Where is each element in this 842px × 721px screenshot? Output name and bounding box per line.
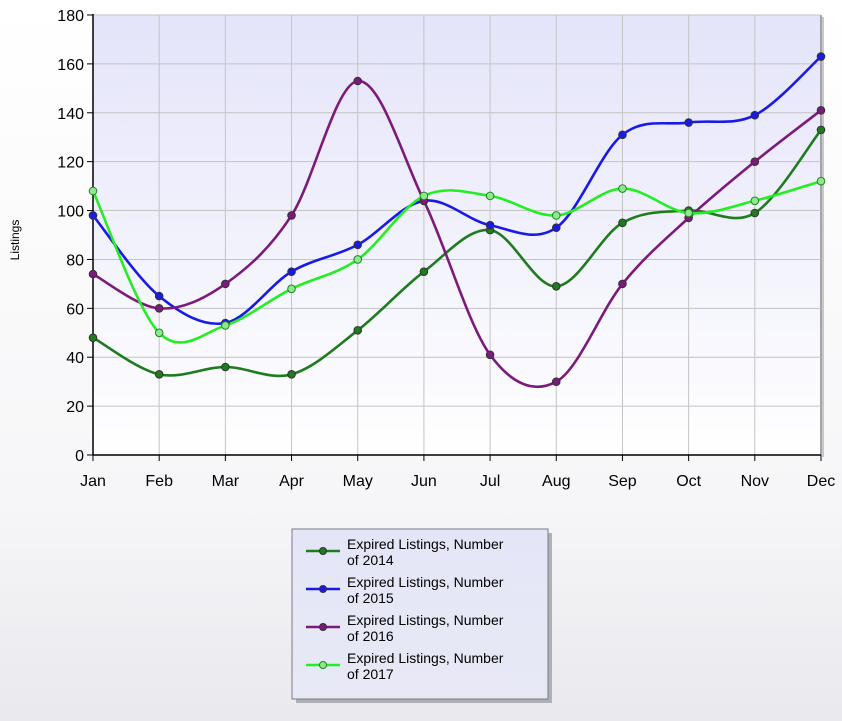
series-0-point bbox=[816, 125, 826, 135]
series-2-point bbox=[221, 279, 230, 289]
legend-label-3-line2: of 2017 bbox=[347, 666, 394, 682]
series-3-point bbox=[154, 328, 164, 338]
x-tick-label: Sep bbox=[608, 473, 637, 490]
legend-swatch-marker-1 bbox=[319, 585, 327, 593]
x-tick-label: Aug bbox=[542, 473, 570, 490]
series-line-1 bbox=[91, 55, 822, 326]
series-0-point bbox=[221, 362, 230, 372]
y-tick-label: 80 bbox=[66, 252, 84, 269]
y-tick-label: 60 bbox=[66, 301, 84, 318]
series-0-point bbox=[88, 333, 98, 342]
series-2-point bbox=[816, 106, 826, 115]
series-2-point bbox=[353, 76, 363, 86]
y-tick-label: 20 bbox=[66, 399, 84, 416]
x-tick-label: Jan bbox=[80, 473, 106, 490]
legend-box bbox=[291, 528, 549, 700]
x-tick-label: Mar bbox=[212, 473, 240, 490]
series-0-point bbox=[618, 218, 627, 228]
x-tick-label: Dec bbox=[807, 473, 835, 490]
series-0-point bbox=[353, 326, 363, 335]
series-2-point bbox=[88, 269, 98, 279]
series-1-point bbox=[287, 267, 296, 276]
y-tick-label: 140 bbox=[57, 106, 84, 123]
y-tick-label: 100 bbox=[57, 204, 84, 221]
series-3-point bbox=[618, 184, 627, 193]
legend-label-2-line1: Expired Listings, Number bbox=[347, 612, 504, 628]
legend-label-1-line2: of 2015 bbox=[347, 590, 394, 606]
y-tick-label: 160 bbox=[57, 57, 84, 74]
plot-area bbox=[93, 15, 821, 455]
x-tick-label: Nov bbox=[741, 473, 769, 490]
x-tick-label: Oct bbox=[676, 473, 701, 490]
series-2-point bbox=[154, 304, 164, 313]
series-0-point bbox=[551, 282, 561, 291]
series-1-point bbox=[750, 110, 760, 120]
y-tick-label: 0 bbox=[75, 448, 84, 465]
axes: 0 20 40 60 80 100 120 140 160 180 Jan Feb Mar Apr May J… bbox=[57, 8, 835, 490]
series-3-point bbox=[684, 208, 693, 218]
series-1-point bbox=[618, 130, 627, 140]
x-tick-label: Feb bbox=[145, 473, 173, 490]
legend-label-0-line2: of 2014 bbox=[347, 552, 394, 568]
series-3-point bbox=[750, 196, 760, 206]
series-3-point bbox=[353, 255, 363, 264]
series-3-point bbox=[221, 321, 230, 330]
series-3-point bbox=[816, 176, 826, 186]
legend-label-1-line1: Expired Listings, Number bbox=[347, 574, 504, 590]
y-axis-title: Listings bbox=[8, 220, 22, 261]
y-tick-label: 120 bbox=[57, 155, 84, 172]
series-0-point bbox=[287, 370, 296, 379]
series-0-point bbox=[750, 208, 760, 218]
series-2-point bbox=[551, 377, 561, 386]
series-0-point bbox=[419, 267, 429, 276]
legend-swatch-marker-2 bbox=[319, 623, 327, 631]
legend-swatch-marker-3 bbox=[319, 661, 327, 669]
series-3-point bbox=[88, 186, 98, 196]
y-tick-label: 180 bbox=[57, 8, 84, 25]
y-tick-label: 40 bbox=[66, 350, 84, 367]
series-3-point bbox=[485, 191, 495, 201]
series-2-point bbox=[485, 350, 495, 360]
series-1-point bbox=[88, 211, 98, 220]
series-1-point bbox=[353, 240, 363, 250]
x-tick-label: Jul bbox=[480, 473, 500, 490]
series-3-point bbox=[287, 284, 296, 294]
x-tick-label: Apr bbox=[279, 473, 305, 490]
series-1-point bbox=[551, 223, 561, 232]
series-2-point bbox=[750, 157, 760, 166]
legend-label-0-line1: Expired Listings, Number bbox=[347, 536, 504, 552]
series-3-point bbox=[551, 211, 561, 220]
legend-label-2-line2: of 2016 bbox=[347, 628, 394, 644]
series-1-point bbox=[816, 52, 826, 61]
series-2-point bbox=[618, 279, 627, 289]
x-tick-label: May bbox=[343, 473, 373, 490]
x-tick-label: Jun bbox=[411, 473, 437, 490]
series-1-point bbox=[154, 291, 164, 301]
series-0-point bbox=[154, 370, 164, 379]
grid-lines bbox=[93, 14, 821, 455]
series-2-point bbox=[287, 211, 296, 220]
legend-swatch-marker-0 bbox=[319, 547, 327, 555]
legend-label-3-line1: Expired Listings, Number bbox=[347, 650, 504, 666]
series-1-point bbox=[485, 220, 495, 230]
series-1-point bbox=[684, 118, 693, 127]
series-markers bbox=[88, 52, 826, 386]
series-3-point bbox=[419, 191, 429, 201]
